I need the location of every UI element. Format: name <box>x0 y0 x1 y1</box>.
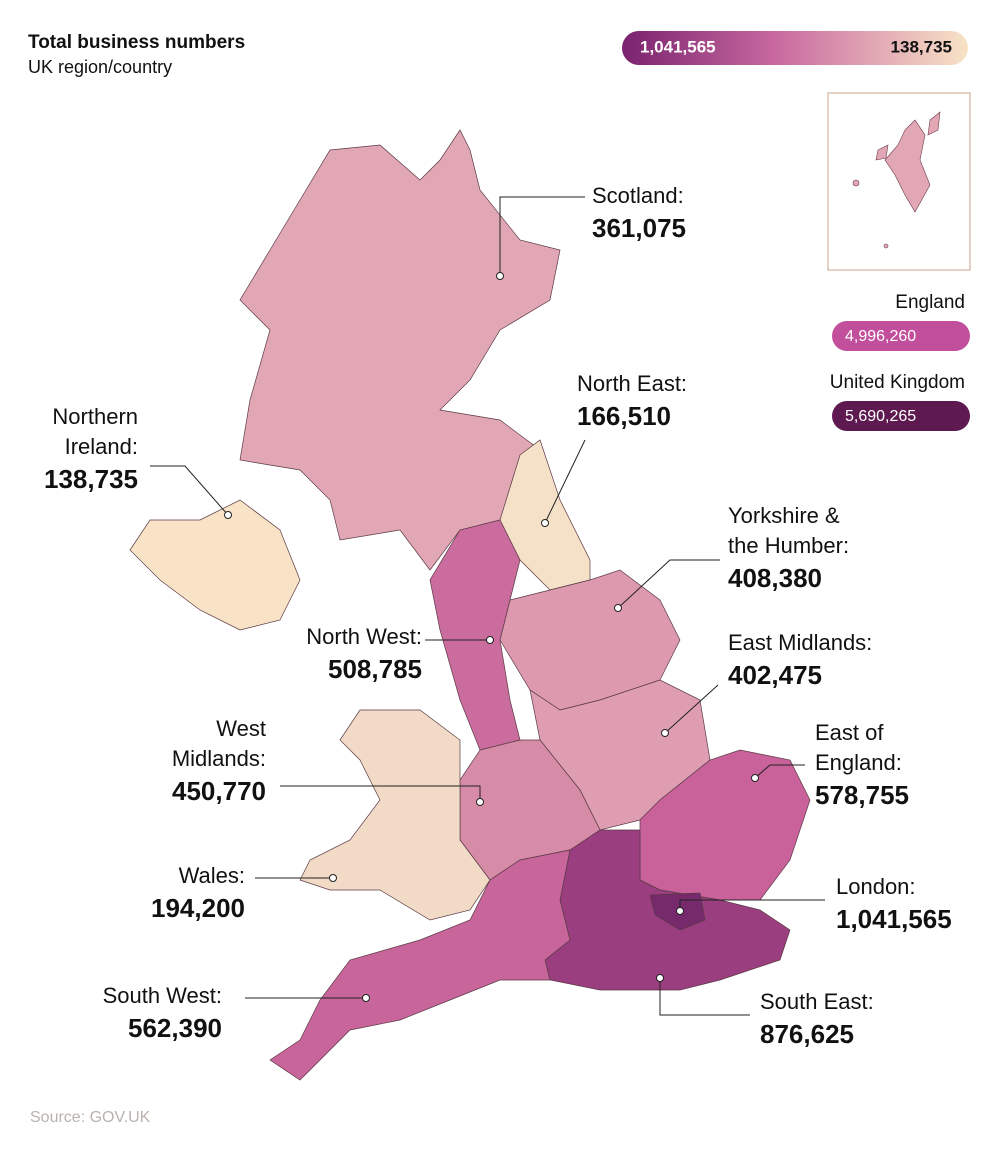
leader-line <box>659 978 750 1016</box>
total-value: 5,690,265 <box>845 408 916 425</box>
leader-line <box>754 764 805 779</box>
region-name: North East: <box>577 371 687 396</box>
shetland <box>852 111 941 249</box>
region-name: East Midlands: <box>728 630 872 655</box>
region-value: 138,735 <box>44 464 138 494</box>
region-dot <box>362 994 370 1002</box>
region-value: 562,390 <box>128 1013 222 1043</box>
region-dot <box>486 636 494 644</box>
region-value: 194,200 <box>151 893 245 923</box>
regions <box>129 129 811 1081</box>
region-dot <box>496 272 504 280</box>
total-name: England <box>895 292 965 313</box>
region-name: West <box>216 716 266 741</box>
region-value: 508,785 <box>328 654 422 684</box>
leader-line <box>280 785 481 802</box>
region-name: Ireland: <box>65 434 138 459</box>
region-name: the Humber: <box>728 533 849 558</box>
subtitle: UK region/country <box>28 57 172 77</box>
region-dot <box>224 511 232 519</box>
leader-line <box>499 196 585 276</box>
region-name: Midlands: <box>172 746 266 771</box>
region-dot <box>476 798 484 806</box>
region-value: 402,475 <box>728 660 822 690</box>
region-dot <box>656 974 664 982</box>
region-value: 361,075 <box>592 213 686 243</box>
legend-max: 1,041,565 <box>640 37 716 56</box>
region-dot <box>329 874 337 882</box>
leader-line <box>544 439 586 524</box>
legend-min: 138,735 <box>891 37 952 56</box>
region-name: North West: <box>306 624 422 649</box>
region-value: 876,625 <box>760 1019 854 1049</box>
region-dot <box>661 729 669 737</box>
leader-line <box>617 559 720 609</box>
region-dot <box>614 604 622 612</box>
region-dot <box>541 519 549 527</box>
region-name: London: <box>836 874 916 899</box>
region-name: South East: <box>760 989 874 1014</box>
total-name: United Kingdom <box>830 372 965 393</box>
region-name: Yorkshire & <box>728 503 840 528</box>
region <box>299 709 491 921</box>
title: Total business numbers <box>28 32 245 53</box>
region-value: 408,380 <box>728 563 822 593</box>
region-name: East of <box>815 720 884 745</box>
region-name: Wales: <box>179 863 245 888</box>
region <box>499 569 681 711</box>
region <box>269 849 571 1081</box>
region-value: 1,041,565 <box>836 904 952 934</box>
leader-line <box>150 465 229 516</box>
total-pill <box>832 401 970 431</box>
legend-bar <box>622 31 968 65</box>
region-value: 578,755 <box>815 780 909 810</box>
region-value: 450,770 <box>172 776 266 806</box>
region-value: 166,510 <box>577 401 671 431</box>
region-name: Northern <box>52 404 138 429</box>
leader-line <box>664 684 719 734</box>
inset-box <box>827 92 971 271</box>
region-name: Scotland: <box>592 183 684 208</box>
region-name: South West: <box>103 983 222 1008</box>
region <box>129 499 301 631</box>
source: Source: GOV.UK <box>30 1109 151 1126</box>
total-value: 4,996,260 <box>845 328 916 345</box>
region-dot <box>751 774 759 782</box>
total-pill <box>832 321 970 351</box>
region-name: England: <box>815 750 902 775</box>
region-dot <box>676 907 684 915</box>
